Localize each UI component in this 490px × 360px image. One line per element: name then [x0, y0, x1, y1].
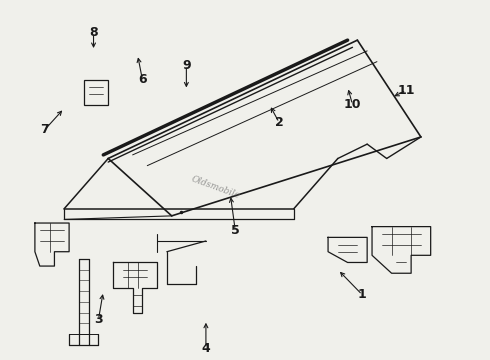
Text: 9: 9	[182, 59, 191, 72]
Text: 2: 2	[275, 116, 284, 129]
Text: 8: 8	[89, 27, 98, 40]
Text: 10: 10	[344, 98, 361, 111]
Text: 5: 5	[231, 224, 240, 237]
Text: 11: 11	[397, 84, 415, 97]
Text: 3: 3	[94, 313, 103, 327]
Text: 6: 6	[138, 73, 147, 86]
Text: 1: 1	[358, 288, 367, 301]
Text: 7: 7	[40, 123, 49, 136]
Text: 4: 4	[201, 342, 210, 355]
Text: Oldsmobile: Oldsmobile	[190, 174, 242, 200]
